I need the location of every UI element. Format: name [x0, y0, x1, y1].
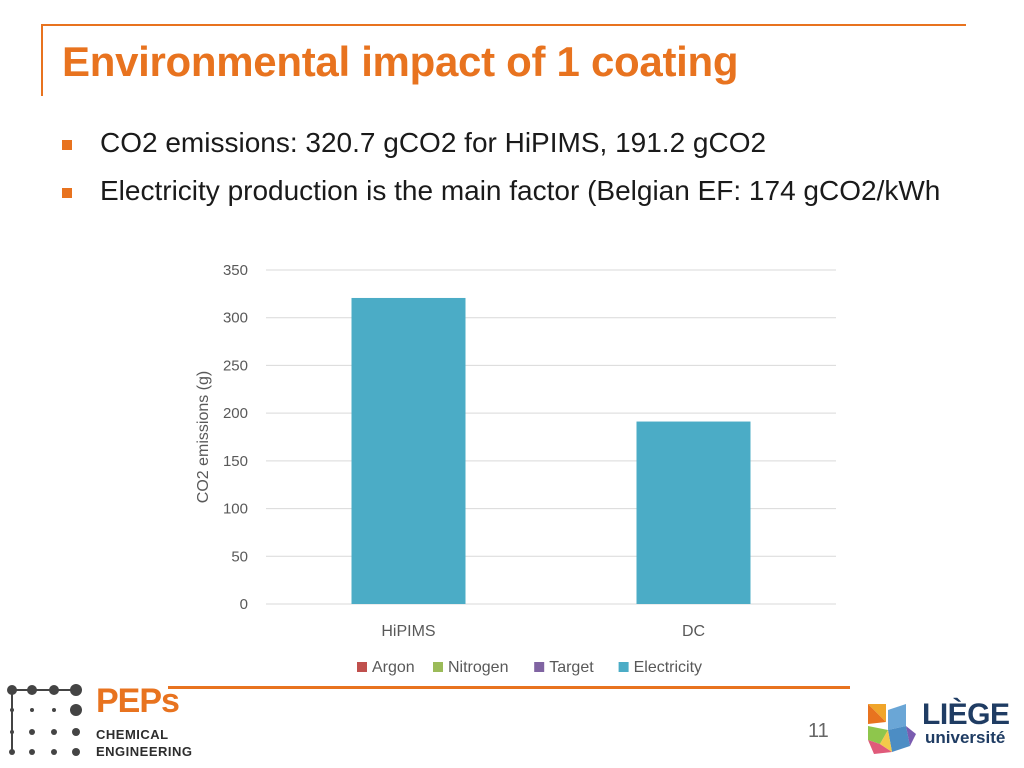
peps-logo-line1: CHEMICAL [96, 727, 169, 742]
uliege-logo-subtitle: université [925, 728, 1006, 747]
peps-dots-icon [7, 684, 82, 756]
footer-divider [168, 686, 850, 689]
bar-electricity [351, 297, 466, 604]
y-tick-label: 150 [223, 453, 248, 470]
page-number: 11 [808, 720, 829, 742]
y-tick-label: 300 [223, 310, 248, 327]
y-tick-label: 200 [223, 405, 248, 422]
y-tick-label: 250 [223, 357, 248, 374]
legend-swatch-target [534, 662, 545, 672]
bullet-square-icon [62, 188, 72, 198]
legend-label: Argon [372, 659, 415, 676]
peps-logo-text: PEPs [96, 682, 180, 720]
x-tick-label: DC [682, 623, 705, 640]
legend-label: Electricity [634, 659, 702, 676]
x-tick-label: HiPIMS [381, 623, 435, 640]
bar-chart: 0 50 100 150 200 250 300 350 HiPIMS DC CO2 emissio… [195, 262, 836, 676]
bar-electricity [636, 421, 751, 604]
legend-label: Target [549, 659, 594, 676]
legend-swatch-electricity [618, 662, 629, 672]
y-tick-label: 0 [240, 596, 248, 613]
slide-title: Environmental impact of 1 coating [62, 38, 739, 85]
y-tick-label: 50 [231, 548, 248, 565]
legend-label: Nitrogen [448, 659, 508, 676]
bullet-square-icon [62, 140, 72, 150]
bullet-text: CO2 emissions: 320.7 gCO2 for HiPIMS, 19… [100, 127, 767, 158]
legend-swatch-argon [357, 662, 367, 672]
uliege-mosaic-icon [868, 704, 916, 754]
uliege-logo-text: LIÈGE [922, 698, 1010, 731]
bullet-text: Electricity production is the main facto… [100, 175, 941, 206]
y-tick-label: 100 [223, 501, 248, 518]
legend-swatch-nitrogen [433, 662, 443, 672]
y-tick-label: 350 [223, 262, 248, 279]
bullet-list: CO2 emissions: 320.7 gCO2 for HiPIMS, 19… [62, 124, 962, 220]
bullet-item: Electricity production is the main facto… [62, 172, 962, 210]
y-axis-label: CO2 emissions (g) [195, 371, 212, 503]
peps-logo-line2: ENGINEERING [96, 744, 193, 759]
bullet-item: CO2 emissions: 320.7 gCO2 for HiPIMS, 19… [62, 124, 962, 162]
title-frame [41, 24, 966, 96]
